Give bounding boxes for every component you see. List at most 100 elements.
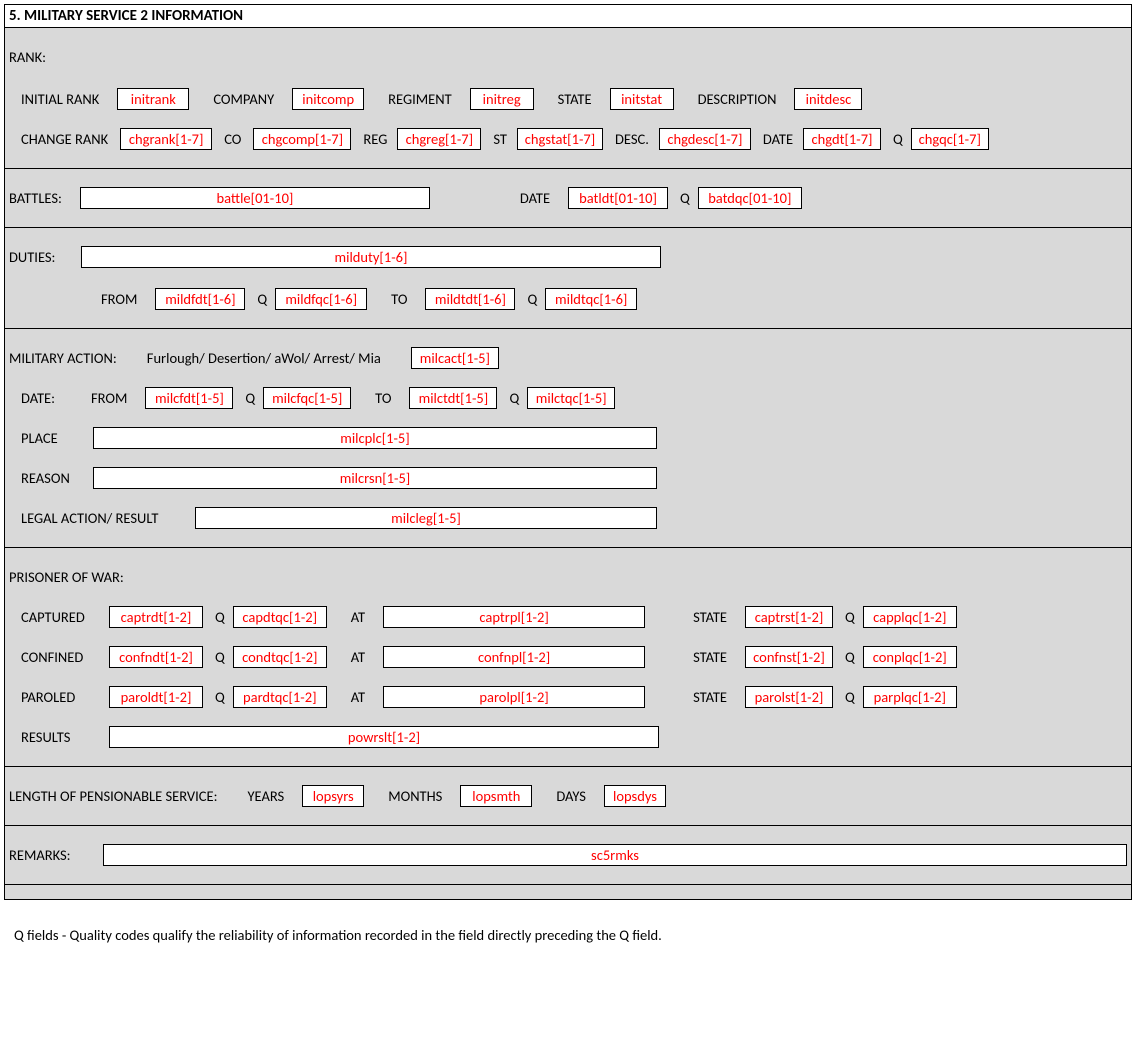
captured-at-label: AT xyxy=(351,608,371,626)
reg-label: REG xyxy=(363,130,393,148)
parplqc-field[interactable]: parplqc[1-2] xyxy=(863,686,957,708)
description-label: DESCRIPTION xyxy=(698,90,783,108)
milcfdt-field[interactable]: milcfdt[1-5] xyxy=(145,387,233,409)
milact-sub-label: Furlough/ Desertion/ aWol/ Arrest/ Mia xyxy=(147,349,387,367)
milact-legal-label: LEGAL ACTION/ RESULT xyxy=(21,509,195,527)
q-label: Q xyxy=(893,130,909,148)
battles-label: BATTLES: xyxy=(9,189,68,207)
initreg-field[interactable]: initreg xyxy=(470,88,534,110)
sc5rmks-field[interactable]: sc5rmks xyxy=(103,844,1127,866)
footnote: Q fields - Quality codes qualify the rel… xyxy=(0,904,1138,966)
change-rank-label: CHANGE RANK xyxy=(21,130,114,148)
initial-rank-label: INITIAL RANK xyxy=(21,90,105,108)
paroled-state-label: STATE xyxy=(693,688,733,706)
chgstat-field[interactable]: chgstat[1-7] xyxy=(517,128,603,150)
regiment-label: REGIMENT xyxy=(388,90,458,108)
section-tail xyxy=(5,885,1131,899)
paroldt-field[interactable]: paroldt[1-2] xyxy=(109,686,203,708)
duties-label: DUTIES: xyxy=(9,248,81,266)
desc-label: DESC. xyxy=(615,130,655,148)
milcplc-field[interactable]: milcplc[1-5] xyxy=(93,427,657,449)
chgqc-field[interactable]: chgqc[1-7] xyxy=(911,128,989,150)
pardtqc-field[interactable]: pardtqc[1-2] xyxy=(233,686,327,708)
captrst-field[interactable]: captrst[1-2] xyxy=(745,606,833,628)
milact-to-label: TO xyxy=(375,389,397,407)
military-action-section: MILITARY ACTION: Furlough/ Desertion/ aW… xyxy=(5,329,1131,548)
confined-label: CONFINED xyxy=(21,648,109,666)
section-title: 5. MILITARY SERVICE 2 INFORMATION xyxy=(9,7,243,25)
captured-q2-label: Q xyxy=(845,608,861,626)
confined-at-label: AT xyxy=(351,648,371,666)
captrdt-field[interactable]: captrdt[1-2] xyxy=(109,606,203,628)
battle-date-label: DATE xyxy=(520,189,556,207)
paroled-label: PAROLED xyxy=(21,688,109,706)
paroled-q-label: Q xyxy=(215,688,231,706)
duties-q1-label: Q xyxy=(257,290,273,308)
batldt-field[interactable]: batldt[01-10] xyxy=(568,187,668,209)
mildtqc-field[interactable]: mildtqc[1-6] xyxy=(545,288,637,310)
initcomp-field[interactable]: initcomp xyxy=(292,88,364,110)
confined-q2-label: Q xyxy=(845,648,861,666)
company-label: COMPANY xyxy=(213,90,280,108)
capdtqc-field[interactable]: capdtqc[1-2] xyxy=(233,606,327,628)
milcleg-field[interactable]: milcleg[1-5] xyxy=(195,507,657,529)
conplqc-field[interactable]: conplqc[1-2] xyxy=(863,646,957,668)
parolst-field[interactable]: parolst[1-2] xyxy=(745,686,833,708)
lops-years-label: YEARS xyxy=(247,787,290,805)
battles-section: BATTLES: battle[01-10] DATE batldt[01-10… xyxy=(5,169,1131,228)
confndt-field[interactable]: confndt[1-2] xyxy=(109,646,203,668)
section-header: 5. MILITARY SERVICE 2 INFORMATION xyxy=(5,5,1131,28)
milduty-field[interactable]: milduty[1-6] xyxy=(81,246,661,268)
milctdt-field[interactable]: milctdt[1-5] xyxy=(409,387,497,409)
battle-q-label: Q xyxy=(680,189,696,207)
captured-label: CAPTURED xyxy=(21,608,109,626)
confnst-field[interactable]: confnst[1-2] xyxy=(745,646,833,668)
initstat-field[interactable]: initstat xyxy=(610,88,674,110)
capplqc-field[interactable]: capplqc[1-2] xyxy=(863,606,957,628)
chgreg-field[interactable]: chgreg[1-7] xyxy=(397,128,481,150)
lops-label: LENGTH OF PENSIONABLE SERVICE: xyxy=(9,787,223,805)
milact-reason-label: REASON xyxy=(21,469,93,487)
chgdt-field[interactable]: chgdt[1-7] xyxy=(803,128,881,150)
condtqc-field[interactable]: condtqc[1-2] xyxy=(233,646,327,668)
pow-section: PRISONER OF WAR: CAPTURED captrdt[1-2] Q… xyxy=(5,548,1131,767)
mildtdt-field[interactable]: mildtdt[1-6] xyxy=(425,288,515,310)
remarks-label: REMARKS: xyxy=(9,846,103,864)
captured-q-label: Q xyxy=(215,608,231,626)
duties-to-label: TO xyxy=(391,290,413,308)
initrank-field[interactable]: initrank xyxy=(117,88,189,110)
battle-field[interactable]: battle[01-10] xyxy=(80,187,430,209)
milact-q2-label: Q xyxy=(509,389,525,407)
date-label: DATE xyxy=(763,130,799,148)
rank-section: RANK: INITIAL RANK initrank COMPANY init… xyxy=(5,28,1131,169)
duties-q2-label: Q xyxy=(527,290,543,308)
mildfqc-field[interactable]: mildfqc[1-6] xyxy=(275,288,367,310)
powrslt-field[interactable]: powrslt[1-2] xyxy=(109,726,659,748)
milact-place-label: PLACE xyxy=(21,429,93,447)
lopsyrs-field[interactable]: lopsyrs xyxy=(302,785,364,807)
milact-date-label: DATE: xyxy=(21,389,79,407)
parolpl-field[interactable]: parolpl[1-2] xyxy=(383,686,645,708)
chgcomp-field[interactable]: chgcomp[1-7] xyxy=(253,128,351,150)
remarks-section: REMARKS: sc5rmks xyxy=(5,826,1131,885)
milact-q1-label: Q xyxy=(245,389,261,407)
pow-heading: PRISONER OF WAR: xyxy=(9,568,130,586)
milcfqc-field[interactable]: milcfqc[1-5] xyxy=(263,387,351,409)
lopsmth-field[interactable]: lopsmth xyxy=(460,785,532,807)
captrpl-field[interactable]: captrpl[1-2] xyxy=(383,606,645,628)
chgdesc-field[interactable]: chgdesc[1-7] xyxy=(659,128,751,150)
paroled-at-label: AT xyxy=(351,688,371,706)
milctqc-field[interactable]: milctqc[1-5] xyxy=(527,387,615,409)
milcrsn-field[interactable]: milcrsn[1-5] xyxy=(93,467,657,489)
milcact-field[interactable]: milcact[1-5] xyxy=(411,347,499,369)
duties-from-label: FROM xyxy=(101,290,143,308)
initdesc-field[interactable]: initdesc xyxy=(794,88,862,110)
batdqc-field[interactable]: batdqc[01-10] xyxy=(698,187,802,209)
lops-months-label: MONTHS xyxy=(388,787,448,805)
confined-q-label: Q xyxy=(215,648,231,666)
confnpl-field[interactable]: confnpl[1-2] xyxy=(383,646,645,668)
chgrank-field[interactable]: chgrank[1-7] xyxy=(120,128,212,150)
confined-state-label: STATE xyxy=(693,648,733,666)
mildfdt-field[interactable]: mildfdt[1-6] xyxy=(155,288,245,310)
lopsdys-field[interactable]: lopsdys xyxy=(604,785,666,807)
